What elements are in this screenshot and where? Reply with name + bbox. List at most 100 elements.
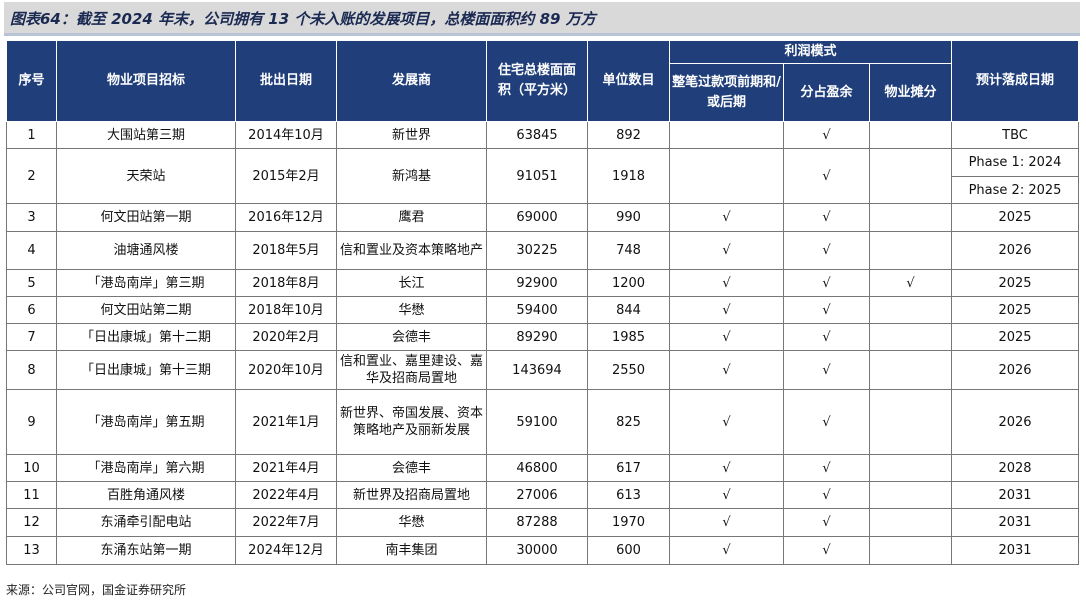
cell-project: 「日出康城」第十三期 [56, 350, 236, 390]
cell-completion: 2031 [951, 508, 1080, 537]
cell-profit-share: √ [783, 231, 870, 270]
cell-area: 59100 [486, 389, 588, 455]
header-project: 物业项目招标 [56, 40, 236, 122]
cell-completion: 2031 [951, 536, 1080, 565]
title-bar: 图表64：截至 2024 年末，公司拥有 13 个未入账的发展项目，总楼面面积约… [4, 2, 1080, 36]
cell-seq: 3 [6, 203, 57, 232]
cell-profit-share: √ [783, 269, 870, 297]
cell-completion: 2031 [951, 481, 1080, 509]
cell-developer: 鹰君 [336, 203, 487, 232]
cell-completion: 2026 [951, 350, 1080, 390]
cell-units: 600 [587, 536, 670, 565]
cell-completion-phase-2: Phase 2: 2025 [951, 176, 1080, 204]
cell-profit-share: √ [783, 121, 870, 149]
cell-date: 2016年12月 [235, 203, 337, 232]
table-row: 9 「港岛南岸」第五期 2021年1月 新世界、帝国发展、资本策略地产及丽新发展 591… [6, 389, 1080, 455]
table-row: 6 何文田站第二期 2018年10月 华懋 59400 844 √ √ 2025 [6, 296, 1080, 324]
cell-profit-share: √ [783, 323, 870, 351]
cell-units: 2550 [587, 350, 670, 390]
cell-project: 「港岛南岸」第三期 [56, 269, 236, 297]
cell-profit-share: √ [783, 508, 870, 537]
cell-project: 「港岛南岸」第六期 [56, 454, 236, 482]
cell-profit-lump: √ [669, 536, 784, 565]
table-row-continuation: Phase 2: 2025 [7, 176, 1080, 204]
cell-profit-share: √ [783, 296, 870, 324]
cell-profit-lump: √ [669, 203, 784, 232]
cell-profit-share: √ [783, 536, 870, 565]
cell-developer: 会德丰 [336, 323, 487, 351]
cell-units: 892 [587, 121, 670, 149]
cell-completion: TBC [951, 121, 1080, 149]
cell-area: 59400 [486, 296, 588, 324]
cell-profit-lump: √ [669, 269, 784, 297]
cell-developer: 信和置业、嘉里建设、嘉华及招商局置地 [336, 350, 487, 390]
cell-developer: 信和置业及资本策略地产 [336, 231, 487, 270]
table-row: 12 东涌牵引配电站 2022年7月 华懋 87288 1970 √ √ 2031 [6, 508, 1080, 537]
cell-seq: 8 [6, 350, 57, 390]
cell-profit-property [868, 481, 953, 509]
cell-date: 2018年5月 [235, 231, 337, 270]
header-units: 单位数目 [587, 40, 670, 122]
cell-units: 617 [587, 454, 670, 482]
table-row: 5 「港岛南岸」第三期 2018年8月 长江 92900 1200 √ √ √ 2025 [6, 269, 1080, 297]
cell-area: 69000 [486, 203, 588, 232]
cell-date: 2020年10月 [235, 350, 337, 390]
cell-profit-share: √ [783, 148, 870, 204]
cell-area: 63845 [486, 121, 588, 149]
cell-profit-share: √ [783, 389, 870, 455]
cell-profit-property [868, 350, 953, 390]
cell-units: 825 [587, 389, 670, 455]
cell-date: 2014年10月 [235, 121, 337, 149]
cell-profit-lump [669, 121, 784, 149]
cell-seq: 12 [6, 508, 57, 537]
cell-project: 东涌牵引配电站 [56, 508, 236, 537]
cell-profit-share: √ [783, 350, 870, 390]
cell-completion: 2026 [951, 389, 1080, 455]
cell-profit-lump: √ [669, 231, 784, 270]
cell-seq: 4 [6, 231, 57, 270]
cell-profit-lump: √ [669, 481, 784, 509]
cell-seq: 9 [6, 389, 57, 455]
cell-profit-share: √ [783, 454, 870, 482]
cell-profit-property [868, 121, 953, 149]
cell-date: 2021年1月 [235, 389, 337, 455]
cell-seq: 11 [6, 481, 57, 509]
cell-units: 1918 [587, 148, 670, 204]
cell-developer: 新鸿基 [336, 148, 487, 204]
source-note: 来源：公司官网，国金证券研究所 [6, 583, 187, 597]
cell-date: 2015年2月 [235, 148, 337, 204]
cell-seq: 13 [6, 536, 57, 565]
cell-developer: 华懋 [336, 296, 487, 324]
cell-profit-lump: √ [669, 323, 784, 351]
cell-profit-lump: √ [669, 454, 784, 482]
header-profit-mode: 利润模式 [668, 40, 953, 64]
cell-project: 何文田站第一期 [56, 203, 236, 232]
table-row: 4 油塘通风楼 2018年5月 信和置业及资本策略地产 30225 748 √ √ 2026 [6, 231, 1080, 270]
table-row: 13 东涌东站第一期 2024年12月 南丰集团 30000 600 √ √ 2031 [6, 536, 1080, 565]
cell-project: 「港岛南岸」第五期 [56, 389, 236, 455]
cell-seq: 5 [6, 269, 57, 297]
header-profit-lump: 整笔过款项前期和/或后期 [669, 63, 784, 122]
cell-completion: 2028 [951, 454, 1080, 482]
cell-developer: 华懋 [336, 508, 487, 537]
cell-profit-property [868, 389, 953, 455]
header-developer: 发展商 [336, 40, 487, 122]
header-row-2: 整笔过款项前期和/或后期 分占盈余 物业摊分 [7, 63, 1079, 122]
header-seq: 序号 [6, 40, 57, 122]
cell-developer: 长江 [336, 269, 487, 297]
header-tender-date: 批出日期 [235, 40, 337, 122]
cell-profit-property [868, 536, 953, 565]
cell-profit-lump: √ [669, 389, 784, 455]
table-body: 1 大围站第三期 2014年10月 新世界 63845 892 √ TBC 2 天荣站 2015年2… [6, 121, 1080, 565]
cell-date: 2020年2月 [235, 323, 337, 351]
cell-profit-lump: √ [669, 350, 784, 390]
cell-area: 27006 [486, 481, 588, 509]
cell-seq: 1 [6, 121, 57, 149]
cell-profit-share: √ [783, 481, 870, 509]
cell-area: 30000 [486, 536, 588, 565]
header-profit-share: 分占盈余 [783, 63, 870, 122]
cell-profit-lump [669, 148, 784, 204]
table-row: 10 「港岛南岸」第六期 2021年4月 会德丰 46800 617 √ √ 2028 [6, 454, 1080, 482]
cell-completion: 2025 [951, 269, 1080, 297]
header-row-1: 序号 物业项目招标 批出日期 发展商 住宅总楼面面积（平方米） 单位数目 利润模… [6, 40, 1080, 122]
